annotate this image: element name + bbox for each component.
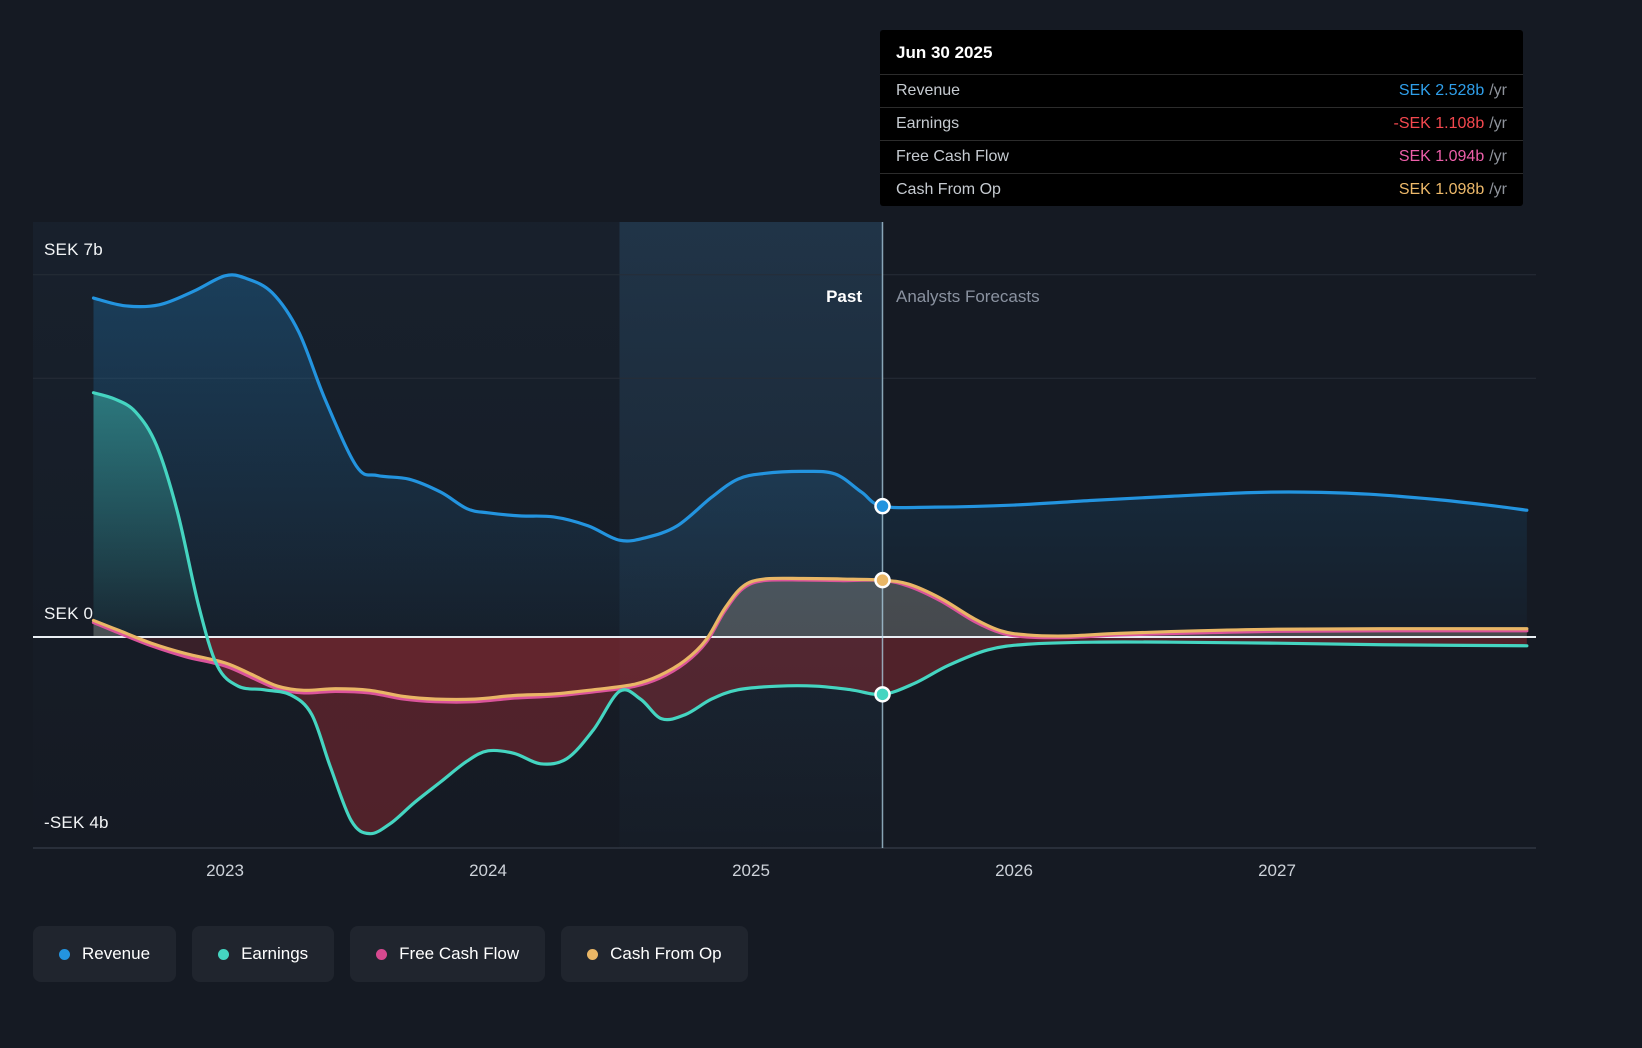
tooltip-suffix: /yr xyxy=(1489,115,1507,132)
tooltip-suffix: /yr xyxy=(1489,181,1507,198)
cash-from-op-marker xyxy=(874,571,891,589)
tooltip-label: Earnings xyxy=(896,115,960,132)
tooltip-value-wrap: SEK 2.528b/yr xyxy=(1399,82,1507,100)
tooltip-row-earnings: Earnings -SEK 1.108b/yr xyxy=(880,107,1523,140)
tooltip-date: Jun 30 2025 xyxy=(896,43,993,62)
revenue-line xyxy=(91,273,1529,543)
tooltip-row-revenue: Revenue SEK 2.528b/yr xyxy=(880,74,1523,107)
y-axis-label-7b: SEK 7b xyxy=(44,240,103,259)
legend-item-revenue[interactable]: Revenue xyxy=(33,926,177,982)
tooltip-label: Revenue xyxy=(896,82,961,99)
x-axis-label-2027: 2027 xyxy=(1258,861,1296,880)
legend: Revenue Earnings Free Cash Flow Cash Fro… xyxy=(33,926,748,982)
legend-item-cash-from-op[interactable]: Cash From Op xyxy=(561,926,748,982)
revenue-dot-icon xyxy=(59,948,70,960)
earnings-marker xyxy=(874,686,891,703)
analysts-forecasts-label: Analysts Forecasts xyxy=(896,287,1040,306)
revenue-marker xyxy=(874,497,891,515)
tooltip-value: SEK 1.098b xyxy=(1398,181,1485,198)
earnings-line xyxy=(91,391,1529,836)
tooltip-label: Free Cash Flow xyxy=(896,148,1009,165)
legend-item-earnings[interactable]: Earnings xyxy=(192,926,335,982)
tooltip: Jun 30 2025 Revenue SEK 2.528b/yr Earnin… xyxy=(880,30,1523,206)
tooltip-value-wrap: -SEK 1.108b/yr xyxy=(1393,115,1507,133)
earnings-area-neg xyxy=(93,637,1527,834)
tooltip-value: SEK 1.094b xyxy=(1398,148,1485,165)
legend-label: Earnings xyxy=(241,944,309,963)
cash-from-op-area-neg xyxy=(93,637,1527,700)
tooltip-row-free-cash-flow: Free Cash Flow SEK 1.094b/yr xyxy=(880,140,1523,173)
tooltip-value: SEK 2.528b xyxy=(1398,82,1485,99)
legend-label: Revenue xyxy=(82,944,151,963)
revenue-area-pos xyxy=(93,274,1527,637)
legend-label: Cash From Op xyxy=(610,944,722,963)
tooltip-suffix: /yr xyxy=(1489,148,1507,165)
tooltip-value-wrap: SEK 1.094b/yr xyxy=(1399,148,1507,166)
cash-from-op-line xyxy=(91,576,1529,702)
tooltip-value: -SEK 1.108b xyxy=(1393,115,1485,132)
tooltip-suffix: /yr xyxy=(1489,82,1507,99)
legend-item-free-cash-flow[interactable]: Free Cash Flow xyxy=(350,926,546,982)
tooltip-label: Cash From Op xyxy=(896,181,1001,198)
tooltip-row-cash-from-op: Cash From Op SEK 1.098b/yr xyxy=(880,173,1523,206)
y-axis-label-neg4b: -SEK 4b xyxy=(44,813,109,832)
x-axis-label-2026: 2026 xyxy=(995,861,1033,880)
cash-from-op-dot-icon xyxy=(587,948,599,960)
past-label: Past xyxy=(826,287,862,306)
tooltip-value-wrap: SEK 1.098b/yr xyxy=(1399,181,1507,199)
cash-from-op-area-pos xyxy=(93,578,1527,637)
earnings-dot-icon xyxy=(218,948,230,960)
x-axis-label-2024: 2024 xyxy=(469,861,507,880)
free-cash-flow-dot-icon xyxy=(376,948,388,960)
y-axis-label-0: SEK 0 xyxy=(44,604,94,623)
x-axis-label-2023: 2023 xyxy=(206,861,244,880)
legend-label: Free Cash Flow xyxy=(399,944,520,963)
x-axis-label-2025: 2025 xyxy=(732,861,770,880)
